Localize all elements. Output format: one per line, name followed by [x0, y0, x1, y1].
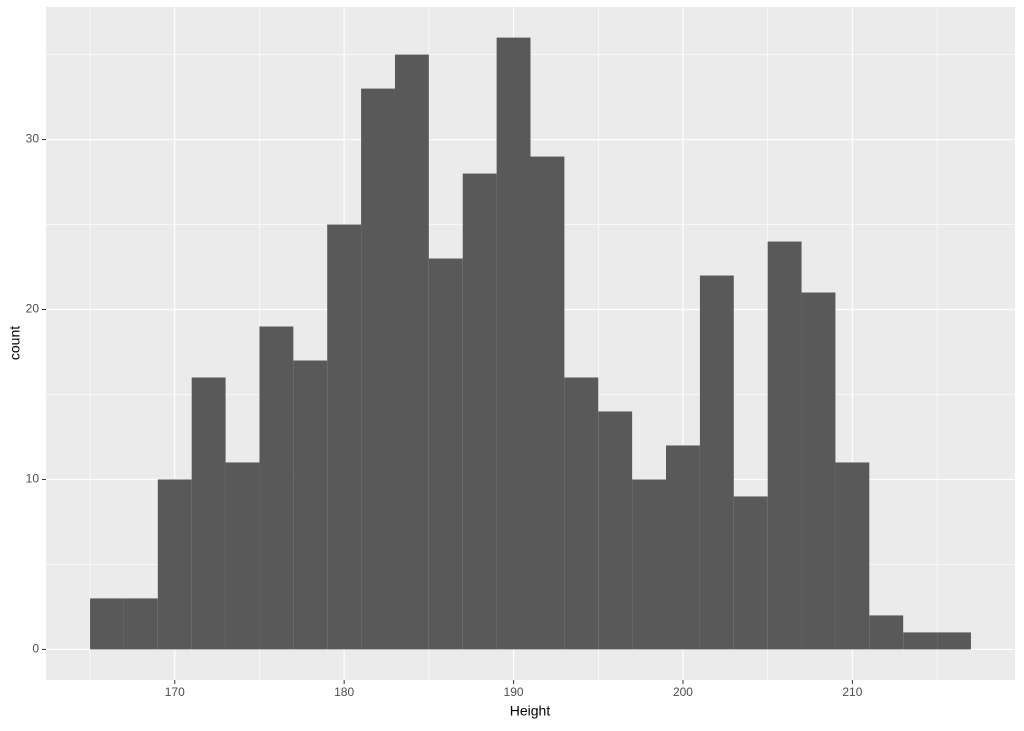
bar: [327, 224, 362, 650]
bar: [428, 258, 463, 650]
bars: [90, 37, 971, 650]
bar: [157, 479, 192, 650]
bar: [90, 598, 124, 650]
y-tick-label: 0: [32, 642, 39, 656]
bar: [123, 598, 158, 650]
bar: [598, 411, 633, 650]
bar: [699, 275, 734, 650]
y-axis-title: count: [7, 326, 23, 360]
bar: [564, 377, 599, 650]
bar: [767, 241, 802, 650]
bar: [835, 462, 870, 650]
axes: 170 180 190 200 210 0 10 20 30: [26, 132, 863, 699]
bar: [191, 377, 226, 650]
y-tick-label: 20: [26, 302, 40, 316]
x-tick-label: 210: [842, 685, 862, 699]
x-tick-label: 170: [165, 685, 185, 699]
bar: [903, 632, 938, 650]
bar: [361, 88, 395, 650]
bar: [225, 462, 260, 650]
y-tick-label: 10: [26, 472, 40, 486]
bar: [462, 173, 497, 650]
bar: [666, 445, 700, 650]
bar: [632, 479, 667, 650]
x-tick-label: 180: [334, 685, 354, 699]
bar: [869, 615, 904, 650]
bar: [293, 360, 328, 650]
bar: [733, 496, 768, 650]
bar: [394, 54, 429, 650]
bar: [259, 326, 294, 650]
bar: [937, 632, 971, 650]
bar: [496, 37, 531, 650]
x-tick-label: 190: [504, 685, 524, 699]
x-tick-label: 200: [673, 685, 693, 699]
bar: [530, 156, 565, 650]
x-axis-title: Height: [510, 703, 551, 719]
bar: [801, 292, 836, 650]
y-tick-label: 30: [26, 132, 40, 146]
